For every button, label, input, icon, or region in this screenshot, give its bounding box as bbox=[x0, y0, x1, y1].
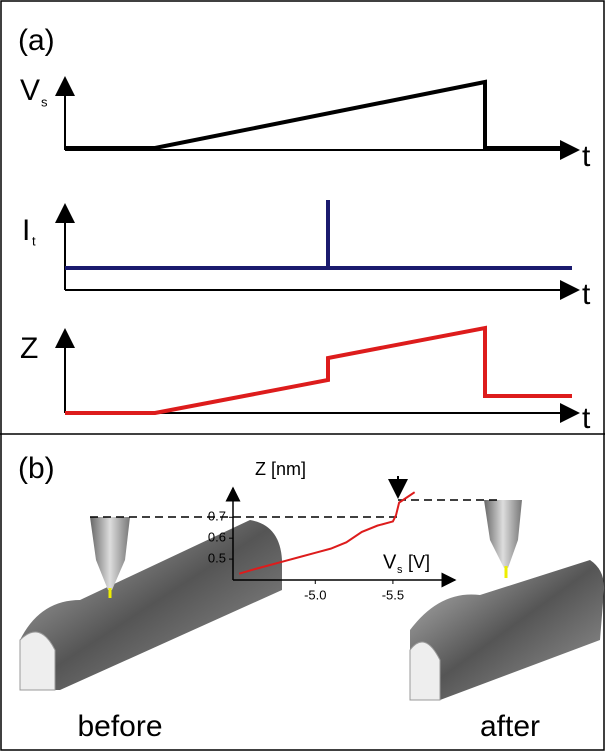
panel-label: (a) bbox=[18, 24, 55, 57]
axis-label: t bbox=[582, 278, 591, 311]
x-axis-label-sub: s bbox=[397, 564, 403, 576]
caption: before bbox=[77, 710, 162, 743]
x-tick-label: -5.5 bbox=[382, 587, 404, 602]
caption: after bbox=[480, 710, 540, 743]
vs-waveform bbox=[65, 79, 572, 150]
z-waveform bbox=[65, 325, 572, 415]
panel-label: (b) bbox=[18, 452, 55, 485]
axis-label: t bbox=[582, 402, 591, 435]
axis-label-sub: s bbox=[41, 94, 48, 109]
inset-chart: Z [nm] V s [V] 0.5 0.6 0.7 -5.0 -5.5 bbox=[208, 459, 457, 602]
y-tick-label: 0.5 bbox=[208, 551, 226, 566]
y-tick-label: 0.6 bbox=[208, 530, 226, 545]
x-axis-label-unit: [V] bbox=[408, 552, 430, 572]
before-image bbox=[19, 517, 282, 691]
axis-label-sub: t bbox=[32, 233, 36, 248]
axes bbox=[55, 76, 580, 423]
x-tick-label: -5.0 bbox=[304, 587, 326, 602]
axis-label: V bbox=[20, 74, 40, 107]
y-axis-label: Z [nm] bbox=[255, 459, 306, 479]
axis-label: I bbox=[22, 214, 30, 247]
x-axis-label: V bbox=[383, 551, 397, 573]
axis-label: Z bbox=[20, 332, 38, 365]
data-line bbox=[238, 491, 416, 575]
axis-label: t bbox=[582, 140, 591, 173]
after-image bbox=[409, 500, 605, 701]
y-tick-label: 0.7 bbox=[208, 509, 226, 524]
